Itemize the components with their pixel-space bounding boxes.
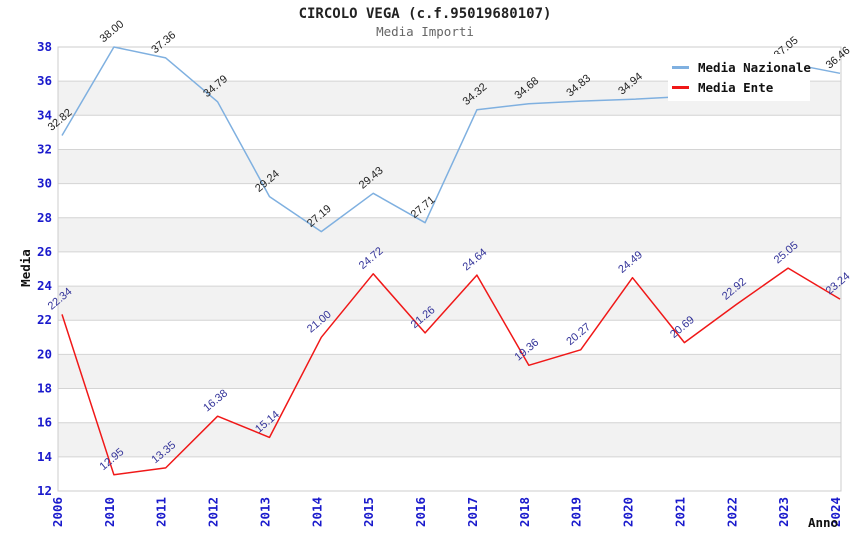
- y-tick-label: 26: [37, 244, 52, 259]
- y-axis-title: Media: [18, 249, 33, 287]
- legend-item-media-nazionale: Media Nazionale: [672, 60, 811, 75]
- media-nazionale-line-swatch-icon: [672, 66, 689, 69]
- x-tick-label: 2022: [724, 497, 739, 527]
- legend-item-media-ente: Media Ente: [672, 80, 810, 95]
- x-tick-label: 2006: [50, 497, 65, 527]
- y-tick-label: 12: [37, 483, 52, 498]
- y-tick-label: 18: [37, 381, 52, 396]
- point-label: 36.46: [824, 45, 850, 72]
- series-line-media-ente: [61, 267, 841, 476]
- x-tick-label: 2019: [569, 497, 584, 527]
- plot-band: [58, 217, 841, 252]
- y-tick-label: 14: [37, 449, 52, 464]
- plot-band: [58, 286, 841, 321]
- x-tick-label: 2012: [206, 497, 221, 527]
- legend-label: Media Nazionale: [698, 60, 811, 75]
- plot-border: [57, 46, 842, 492]
- x-tick-label: 2018: [517, 497, 532, 527]
- x-tick-label: 2011: [154, 497, 169, 527]
- x-tick-label: 2016: [413, 497, 428, 527]
- y-tick-label: 24: [37, 278, 52, 293]
- y-tick-label: 30: [37, 176, 52, 191]
- x-tick-label: 2014: [309, 497, 324, 527]
- point-label: 20.27: [564, 321, 593, 348]
- x-tick-label: 2010: [102, 497, 117, 527]
- y-tick-label: 34: [37, 107, 52, 122]
- y-tick-label: 20: [37, 346, 52, 361]
- plot-band: [58, 149, 841, 184]
- legend-label: Media Ente: [698, 80, 774, 95]
- chart-subtitle: Media Importi: [376, 24, 474, 39]
- point-label: 16.38: [201, 387, 230, 414]
- media-ente-line-swatch-icon: [672, 86, 689, 89]
- y-tick-label: 36: [37, 73, 52, 88]
- y-tick-label: 16: [37, 415, 52, 430]
- x-tick-label: 2017: [465, 497, 480, 527]
- x-tick-label: 2015: [361, 497, 376, 527]
- x-tick-label: 2021: [672, 497, 687, 527]
- point-label: 38.00: [98, 18, 127, 45]
- y-tick-label: 22: [37, 312, 52, 327]
- x-tick-label: 2024: [828, 497, 843, 527]
- y-tick-label: 28: [37, 210, 52, 225]
- chart-title: CIRCOLO VEGA (c.f.95019680107): [298, 6, 552, 22]
- y-tick-label: 38: [37, 39, 52, 54]
- legend: Media Nazionale Media Ente: [668, 54, 811, 101]
- point-label: 27.71: [409, 194, 438, 221]
- x-axis-title: Anno: [808, 515, 838, 530]
- y-tick-label: 32: [37, 141, 52, 156]
- point-label: 24.49: [616, 249, 645, 276]
- x-tick-label: 2020: [621, 497, 636, 527]
- x-tick-label: 2023: [776, 497, 791, 527]
- plot-band: [58, 422, 841, 457]
- point-label: 37.36: [149, 29, 178, 56]
- plot-band: [58, 354, 841, 389]
- x-tick-label: 2013: [257, 497, 272, 527]
